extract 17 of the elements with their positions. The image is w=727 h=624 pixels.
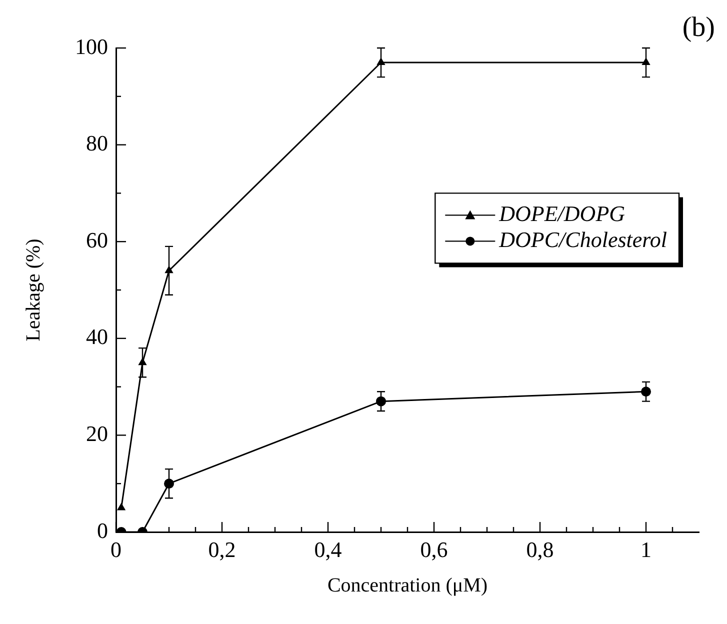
y-tick-label: 20 [86, 420, 108, 446]
y-tick-label: 60 [86, 227, 108, 252]
x-axis-title: Concentration (μM) [327, 574, 488, 596]
legend-label: DOPC/Cholesterol [498, 226, 668, 252]
x-tick-label: 1 [640, 536, 652, 562]
x-tick-label: 0,6 [420, 536, 448, 562]
y-tick-label: 40 [86, 324, 108, 350]
legend-label: DOPE/DOPG [498, 200, 626, 226]
y-tick-label: 80 [86, 130, 108, 156]
y-tick-label: 0 [97, 518, 108, 543]
x-tick-label: 0,2 [208, 536, 236, 562]
point [116, 502, 126, 510]
y-axis-title: Leakage (%) [22, 238, 44, 342]
x-tick-label: 0,8 [526, 536, 554, 562]
text: (b) [682, 12, 715, 44]
x-tick-label: 0,4 [314, 536, 342, 562]
y-tick-label: 100 [75, 34, 108, 59]
